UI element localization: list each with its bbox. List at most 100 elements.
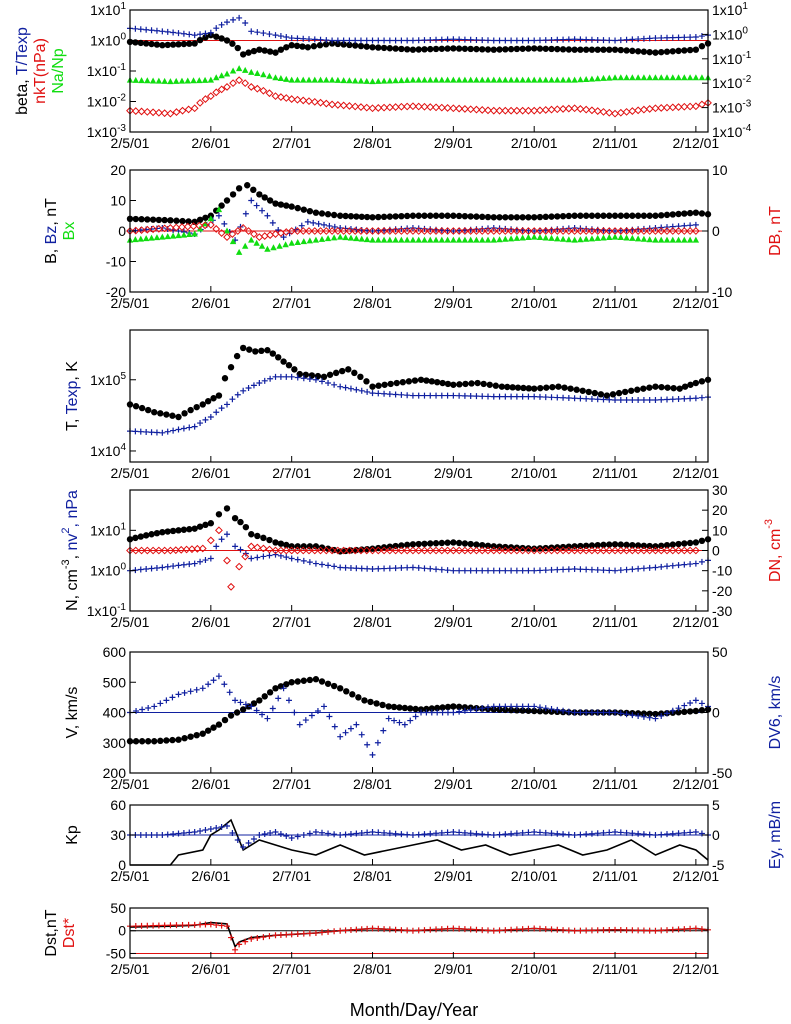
data-point — [205, 681, 212, 688]
y-axis-label-line: Kp — [64, 825, 81, 845]
data-point — [132, 923, 139, 930]
data-point — [479, 393, 486, 400]
data-point — [628, 387, 635, 394]
data-point — [358, 565, 365, 572]
data-point — [398, 37, 405, 44]
data-point — [266, 689, 274, 696]
data-point — [207, 520, 215, 527]
data-point — [363, 236, 371, 243]
data-point — [228, 230, 237, 238]
data-point — [548, 36, 555, 43]
data-point — [404, 392, 411, 399]
data-point — [369, 565, 376, 572]
data-point — [375, 925, 382, 932]
x-tick-label: 2/10/01 — [511, 295, 558, 311]
data-point — [577, 709, 584, 716]
y2-axis-label-line: DB, nT — [767, 206, 784, 256]
data-point — [639, 105, 648, 114]
data-point — [358, 213, 365, 220]
data-point — [272, 200, 279, 207]
data-point — [486, 381, 493, 388]
x-tick-label: 2/10/01 — [511, 868, 558, 884]
data-point — [698, 100, 706, 109]
data-point — [525, 214, 532, 221]
data-point — [144, 406, 152, 414]
data-point — [229, 79, 237, 88]
data-point — [681, 210, 688, 217]
data-point — [427, 45, 434, 53]
data-point — [617, 227, 624, 234]
y2-axis-label-line: DV6, km/s — [767, 676, 784, 750]
data-point — [242, 19, 249, 26]
data-point — [159, 233, 166, 240]
data-point — [473, 706, 480, 713]
data-point — [235, 248, 243, 255]
data-point — [173, 217, 180, 224]
data-point — [450, 539, 457, 546]
data-point — [318, 561, 325, 568]
data-point — [485, 393, 492, 400]
data-point — [530, 106, 539, 115]
data-point — [577, 76, 584, 83]
data-point — [353, 213, 360, 220]
data-point — [698, 700, 705, 707]
data-point — [606, 567, 613, 574]
data-point — [241, 552, 250, 561]
data-point — [288, 679, 295, 686]
data-point — [409, 927, 416, 934]
data-point — [261, 693, 268, 700]
data-point — [576, 227, 585, 235]
data-point — [646, 831, 653, 838]
data-point — [536, 37, 543, 44]
data-point — [489, 546, 498, 555]
data-point — [380, 727, 387, 734]
data-point — [490, 832, 497, 838]
y2-tick-label: 0 — [712, 223, 720, 239]
y-tick-label: 0 — [118, 857, 126, 873]
data-point — [369, 78, 376, 85]
data-point — [466, 227, 475, 235]
data-point — [628, 107, 637, 115]
data-point — [374, 227, 383, 235]
data-point — [336, 212, 344, 219]
data-point — [554, 830, 561, 837]
data-point — [353, 565, 360, 572]
data-point — [553, 105, 562, 114]
data-point — [438, 392, 445, 399]
data-point — [507, 235, 515, 242]
data-point — [233, 227, 242, 235]
data-point — [403, 76, 411, 83]
panel-Kp: 2/5/01 2/6/01 2/7/01 2/8/01 2/9/01 2/10/01 2/1… — [111, 804, 719, 884]
data-point — [484, 76, 492, 83]
data-point — [250, 382, 257, 389]
data-point — [206, 536, 215, 545]
data-point — [444, 925, 451, 932]
data-point — [325, 928, 332, 935]
data-point — [467, 567, 474, 574]
data-point — [311, 36, 318, 43]
data-point — [247, 83, 256, 91]
data-point — [197, 828, 204, 834]
data-point — [663, 236, 671, 243]
data-point — [306, 237, 314, 244]
data-point — [675, 709, 682, 716]
series-green — [126, 65, 712, 85]
data-point — [681, 34, 688, 41]
data-point — [153, 234, 161, 241]
data-point — [385, 703, 392, 710]
x-tick-label: 2/8/01 — [353, 135, 392, 151]
data-point — [438, 829, 445, 836]
data-point — [397, 227, 406, 235]
y2-tick-label: 0 — [712, 827, 720, 843]
data-point — [617, 710, 624, 717]
data-point — [554, 213, 561, 220]
data-point — [536, 106, 544, 115]
data-point — [213, 825, 220, 831]
data-point — [564, 227, 573, 235]
data-point — [351, 227, 360, 235]
data-point — [444, 36, 451, 43]
data-point — [322, 546, 331, 555]
data-point — [492, 382, 499, 389]
x-tick-label: 2/11/01 — [592, 135, 638, 151]
data-point — [543, 384, 550, 391]
